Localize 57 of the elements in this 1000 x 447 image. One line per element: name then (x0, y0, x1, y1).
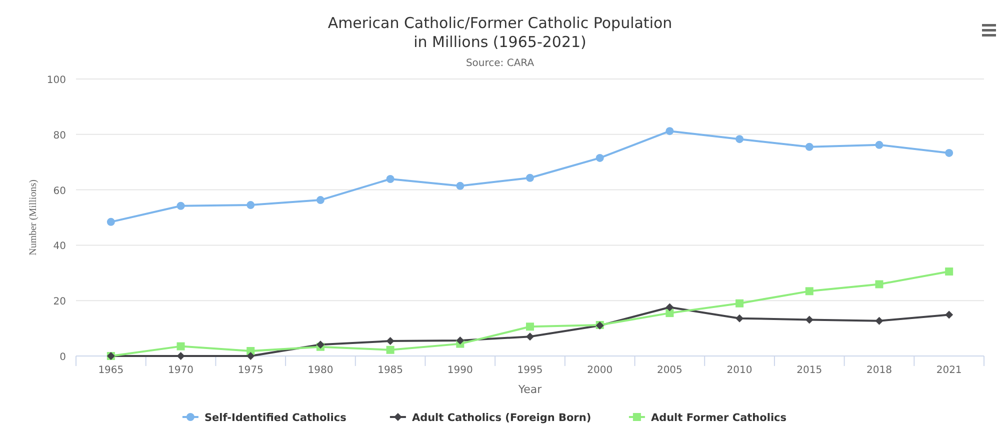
point (176, 342, 185, 350)
point (945, 268, 954, 276)
x-tick-label: 2021 (936, 365, 962, 376)
point (316, 196, 324, 204)
point (526, 332, 534, 341)
y-tick-label: 0 (60, 352, 66, 363)
legend-label: Adult Catholics (Foreign Born) (412, 412, 592, 424)
point (176, 352, 185, 360)
y-tick-label: 100 (46, 75, 66, 86)
point (596, 154, 604, 162)
x-tick-label: 1985 (378, 365, 404, 376)
x-tick-label: 2015 (796, 365, 822, 376)
legend-label: Self-Identified Catholics (204, 412, 346, 424)
x-tick-label: 1980 (308, 365, 334, 376)
point (526, 322, 534, 331)
point (875, 280, 884, 288)
x-tick-label: 2018 (866, 365, 892, 376)
x-tick-label: 1990 (447, 365, 473, 376)
point (666, 127, 674, 136)
point (945, 148, 954, 157)
x-tick-label: 2005 (656, 365, 682, 376)
point (386, 346, 394, 354)
x-axis-title: Year (517, 383, 542, 396)
point (805, 316, 814, 324)
x-tick-label: 1995 (517, 365, 543, 376)
point (945, 310, 954, 319)
point (875, 316, 884, 325)
x-tick-label: 1965 (98, 365, 124, 376)
point (456, 336, 464, 344)
y-tick-label: 80 (53, 130, 66, 142)
point (805, 142, 814, 151)
x-tick-label: 1975 (238, 365, 264, 376)
point (736, 299, 744, 308)
x-tick-label: 2000 (587, 365, 613, 376)
y-tick-label: 20 (53, 296, 66, 308)
point (176, 202, 185, 210)
point (666, 303, 674, 312)
point (456, 182, 464, 190)
chart-title: American Catholic/Former Catholic Population in Millions (1965-2021) (328, 14, 672, 51)
point (736, 135, 744, 144)
point (805, 287, 814, 296)
chart-subtitle: Source: CARA (466, 58, 534, 69)
x-tick-label: 1970 (168, 365, 194, 376)
y-tick-label: 60 (53, 186, 66, 197)
point (106, 218, 115, 226)
point (526, 174, 534, 182)
y-tick-label: 40 (53, 241, 66, 252)
legend-label: Adult Former Catholics (650, 412, 787, 424)
x-tick-label: 2010 (726, 365, 752, 376)
point (246, 352, 255, 360)
point (736, 314, 744, 322)
point (386, 337, 394, 346)
point (386, 174, 394, 183)
point (666, 309, 674, 318)
point (246, 201, 255, 210)
point (875, 140, 884, 149)
y-axis-title: Number (Millions) (28, 180, 39, 256)
